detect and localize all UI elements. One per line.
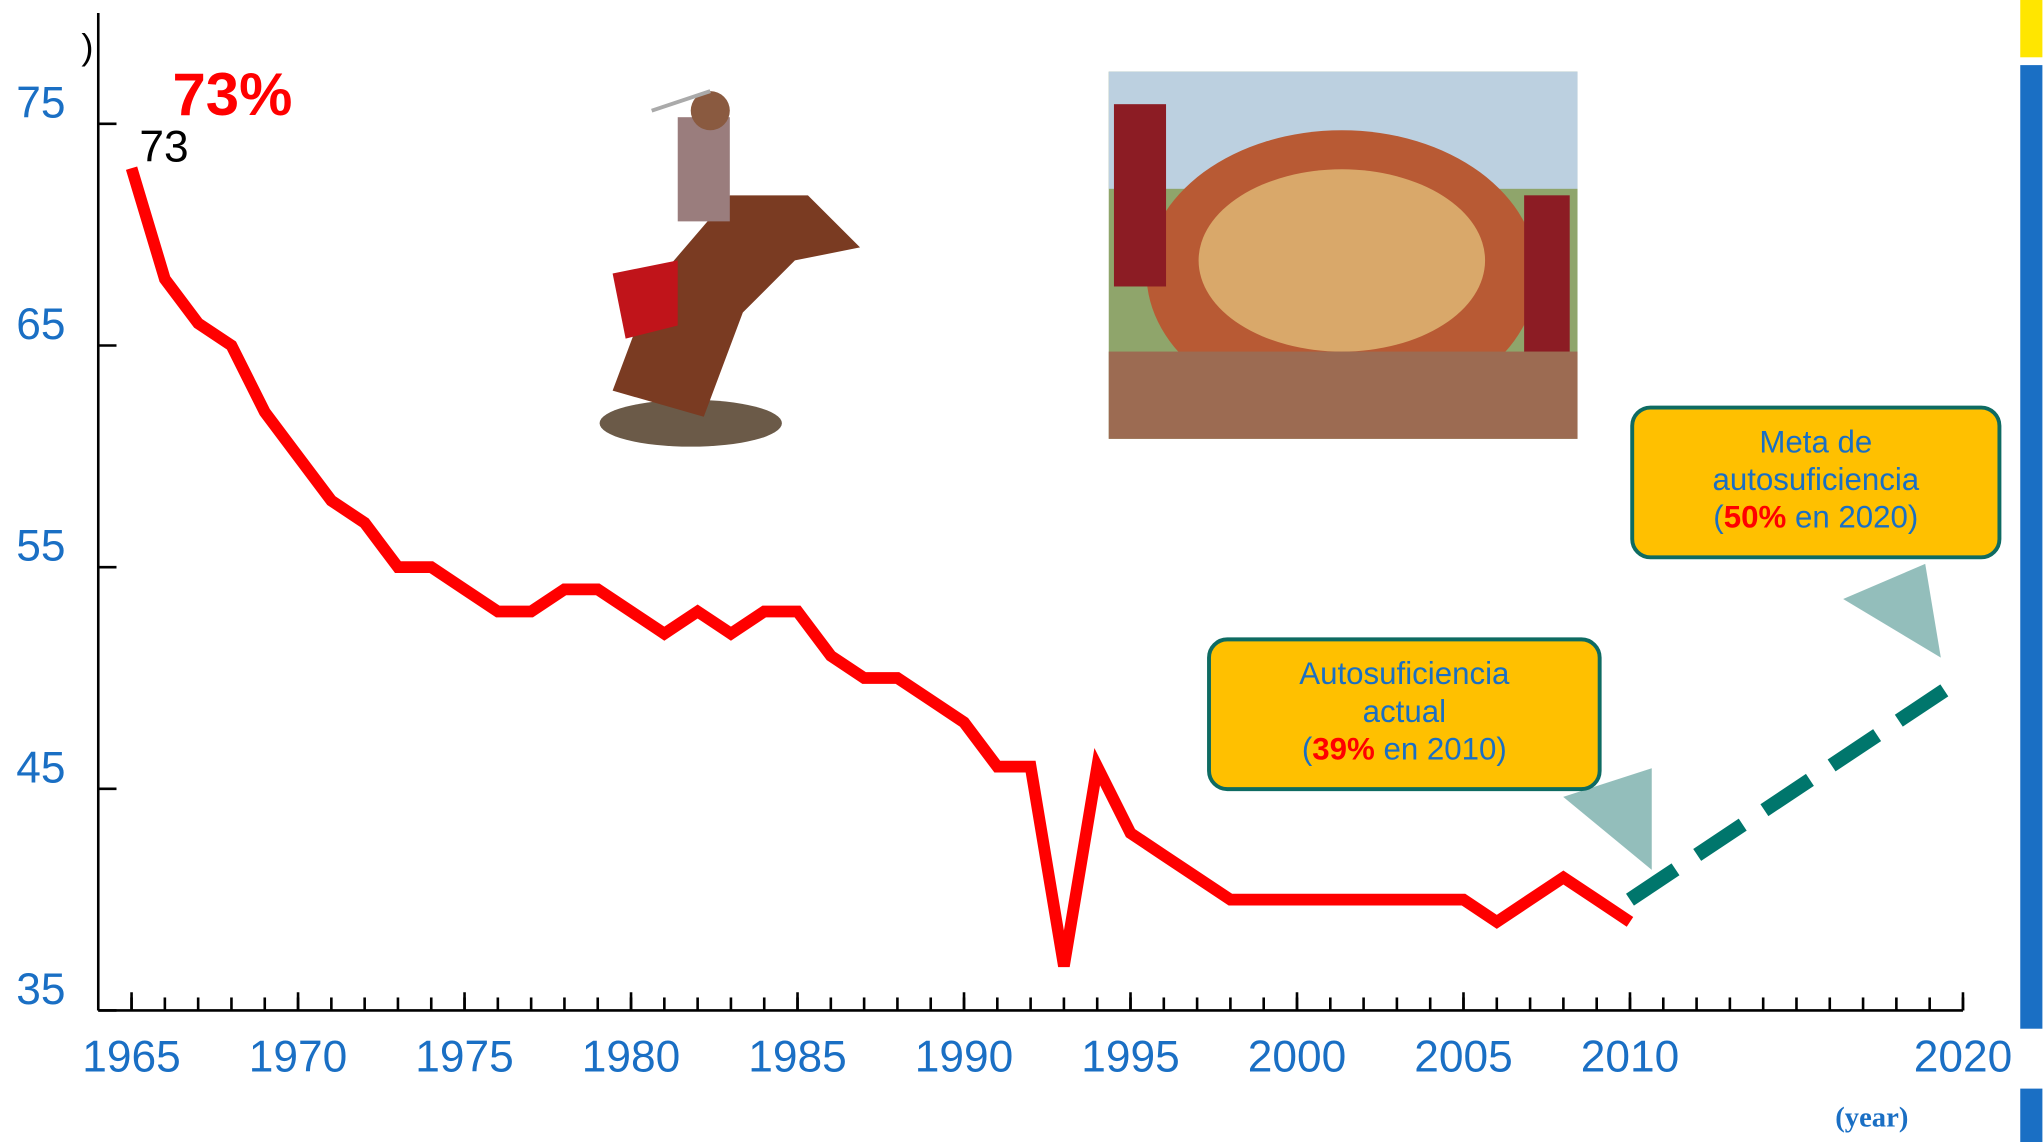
side-bar-top xyxy=(2020,0,2043,58)
callout-open: ( xyxy=(1713,500,1724,535)
callout-line: Meta de xyxy=(1759,424,1872,459)
callout-highlight: 39% xyxy=(1312,732,1375,767)
callout-rest: en 2020) xyxy=(1786,500,1918,535)
callout-detail: (39% en 2010) xyxy=(1302,732,1507,767)
x-tick-label: 2005 xyxy=(1414,1033,1512,1082)
side-bar-bottom xyxy=(2020,1088,2043,1142)
y-tick-label: 45 xyxy=(16,743,65,792)
peak-annotation: 73% xyxy=(172,61,292,128)
warrior-image xyxy=(599,89,861,447)
y-tick-label: 75 xyxy=(16,78,65,127)
x-tick-label: 1990 xyxy=(915,1033,1013,1082)
callout-line: autosuficiencia xyxy=(1712,462,1919,497)
callout-line: actual xyxy=(1363,694,1446,729)
x-tick-label: 2010 xyxy=(1581,1033,1679,1082)
target-line xyxy=(1626,672,1967,906)
x-tick-label: 1980 xyxy=(582,1033,680,1082)
callout-detail: (50% en 2020) xyxy=(1713,500,1918,535)
callout-open: ( xyxy=(1302,732,1313,767)
x-tick-label: 1995 xyxy=(1081,1033,1179,1082)
callout-box xyxy=(1630,405,2002,560)
callout-line: Autosuficiencia xyxy=(1299,656,1510,691)
side-bar xyxy=(2020,65,2043,1029)
callout-highlight: 50% xyxy=(1724,500,1787,535)
corner-mark: ) xyxy=(81,26,93,67)
food-image xyxy=(1108,71,1578,439)
callout-pointer xyxy=(1563,768,1652,870)
y-tick-label: 35 xyxy=(16,965,65,1014)
callout-rest: en 2010) xyxy=(1375,732,1507,767)
callout-box xyxy=(1207,637,1602,792)
x-axis-label: (year) xyxy=(1835,1101,1908,1133)
x-tick-label: 1965 xyxy=(82,1033,180,1082)
x-tick-label: 2000 xyxy=(1248,1033,1346,1082)
x-tick-label: 1975 xyxy=(415,1033,513,1082)
y-tick-label: 55 xyxy=(16,522,65,571)
callout-pointer xyxy=(1843,563,1941,658)
x-tick-label: 2020 xyxy=(1914,1033,2012,1082)
x-tick-label: 1970 xyxy=(249,1033,347,1082)
x-tick-label: 1985 xyxy=(748,1033,846,1082)
data-label: 73 xyxy=(139,123,188,172)
data-line xyxy=(125,166,1634,968)
y-tick-label: 65 xyxy=(16,300,65,349)
